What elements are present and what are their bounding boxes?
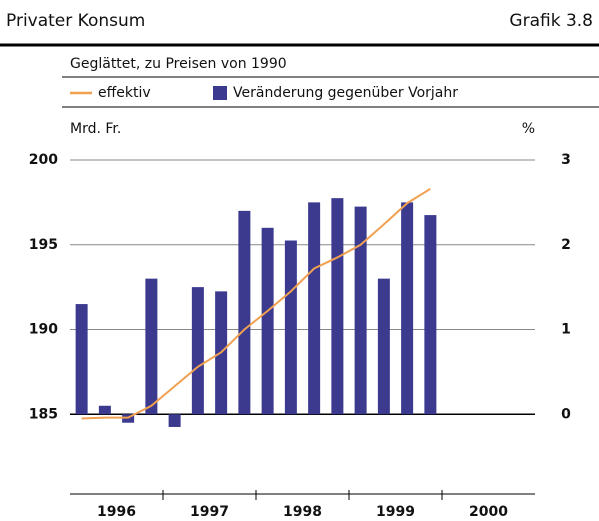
bar: [308, 202, 321, 415]
y-tick-label: 190: [29, 322, 58, 338]
x-tick-label: 2000: [469, 504, 508, 520]
y2-tick-label: 2: [561, 237, 571, 253]
bar: [98, 405, 111, 415]
bar: [424, 215, 437, 415]
x-tick-label: 1996: [97, 504, 136, 520]
y2-axis-label: %: [522, 121, 535, 137]
y-tick-label: 185: [29, 406, 58, 422]
x-tick-label: 1998: [283, 504, 322, 520]
y2-tick-label: 1: [561, 322, 571, 338]
y-tick-label: 195: [29, 237, 58, 253]
title: Privater Konsum: [6, 11, 145, 31]
bar: [261, 227, 274, 415]
bar: [238, 210, 251, 415]
y-tick-label: 200: [29, 152, 58, 168]
bar: [191, 287, 204, 415]
bar: [75, 304, 88, 415]
bar: [331, 198, 344, 415]
x-tick-label: 1997: [190, 504, 229, 520]
figure-label: Grafik 3.8: [509, 11, 593, 31]
x-tick-label: 1999: [376, 504, 415, 520]
legend-label: Veränderung gegenüber Vorjahr: [233, 85, 458, 101]
y2-tick-label: 3: [561, 152, 571, 168]
line: [81, 187, 431, 420]
y2-tick-label: 0: [561, 406, 571, 422]
y-axis-label: Mrd. Fr.: [70, 121, 121, 137]
bar: [377, 278, 390, 415]
bar: [354, 206, 367, 415]
legend-label: effektiv: [98, 85, 151, 101]
subtitle: Geglättet, zu Preisen von 1990: [70, 56, 287, 72]
bar: [145, 278, 158, 415]
bar: [401, 202, 414, 415]
legend-swatch: [213, 86, 227, 100]
bar: [284, 240, 297, 415]
bar: [168, 414, 181, 427]
